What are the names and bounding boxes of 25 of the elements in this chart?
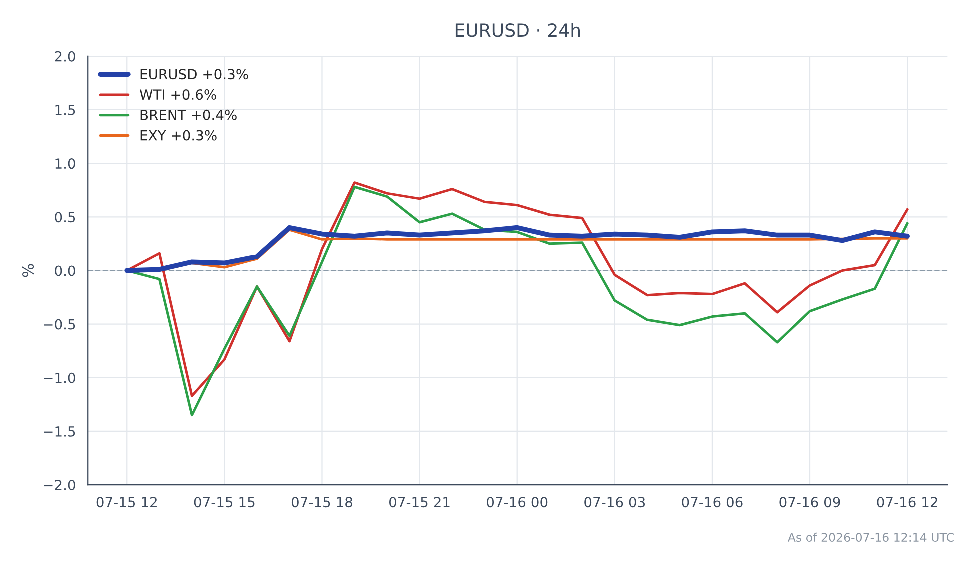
x-tick-label: 07-16 06 <box>682 497 743 508</box>
y-axis-title: % <box>22 264 34 278</box>
x-tick-label: 07-16 09 <box>780 497 840 508</box>
legend-label: WTI +0.6% <box>140 90 216 100</box>
legend-label: EXY +0.3% <box>140 130 217 141</box>
text: As of 2026-07-16 12:14 UTC <box>788 532 954 542</box>
x-tick-label: 07-15 15 <box>194 497 255 508</box>
y-tick-label: −1.5 <box>44 426 76 437</box>
x-tick-label: 07-15 21 <box>389 497 450 508</box>
x-tick-label: 07-15 12 <box>96 497 157 508</box>
y-tick-label: −0.5 <box>44 319 76 330</box>
x-tick-label: 07-16 03 <box>584 497 646 508</box>
x-tick-label: 07-16 00 <box>487 497 548 508</box>
legend-label: BRENT +0.4% <box>140 110 237 120</box>
y-tick-label: 2.0 <box>55 51 76 62</box>
chart-title: EURUSD · 24h <box>456 23 580 38</box>
x-tick-label: 07-16 12 <box>877 497 938 508</box>
y-tick-label: 1.5 <box>56 105 76 116</box>
legend-label: EURUSD +0.3% <box>140 69 248 80</box>
y-tick-label: 0.5 <box>55 212 76 223</box>
y-tick-label: −2.0 <box>44 480 76 491</box>
y-tick-label: 1.0 <box>56 158 76 170</box>
x-tick-label: 07-15 18 <box>292 497 353 508</box>
y-tick-label: 0.0 <box>55 266 76 276</box>
y-tick-label: −1.0 <box>44 372 76 384</box>
